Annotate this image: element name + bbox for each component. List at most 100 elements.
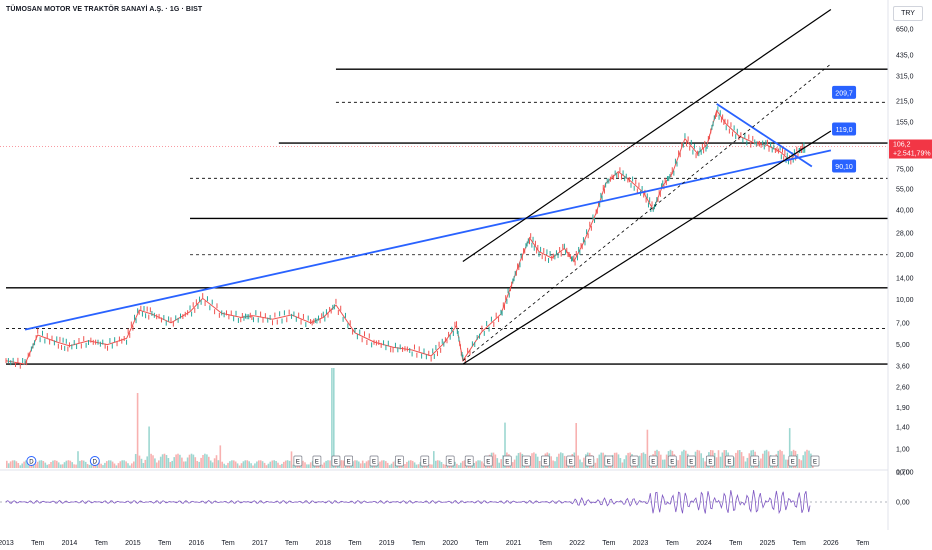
volume-bar [140,458,143,468]
earnings-marker[interactable] [725,455,734,467]
earnings-marker[interactable] [464,455,474,467]
earnings-marker[interactable] [585,455,595,467]
dividend-marker[interactable] [26,456,37,466]
earnings-marker[interactable] [667,455,677,467]
volume-bar [150,453,152,468]
volume-bar [388,465,391,468]
channel-line[interactable] [462,8,832,263]
volume-bar [554,461,556,468]
x-tick-label: Tem [856,540,869,547]
volume-bar [646,429,649,468]
price-series [5,106,806,369]
earnings-marker[interactable] [686,455,696,467]
volume-bar [517,453,520,468]
volume-bar [806,449,808,468]
earnings-marker[interactable] [395,455,404,467]
callout-box[interactable] [832,85,857,99]
volume-bar [258,460,260,468]
earnings-marker[interactable] [769,455,779,467]
volume-bar [261,461,264,468]
volume-bar [538,461,541,468]
volume-bar [138,455,141,468]
volume-bar [136,393,139,468]
y-tick-label: 5,00 [896,342,910,349]
earnings-marker[interactable] [629,455,639,467]
earnings-marker[interactable] [810,455,820,467]
earnings-marker[interactable] [705,455,715,467]
earnings-marker[interactable] [541,455,550,467]
volume-bar [86,464,89,468]
volume-bar [577,455,579,468]
volume-bar [252,465,254,468]
earnings-marker-glyph: E [397,460,401,466]
volume-bar [471,465,474,468]
earnings-marker-glyph: E [467,460,471,466]
earnings-marker[interactable] [788,455,798,467]
earnings-marker[interactable] [369,455,379,467]
volume-bar [515,455,518,468]
earnings-marker[interactable] [293,455,303,467]
volume-bar [513,459,516,468]
volume-bar [733,457,735,468]
horizontal-levels [6,68,888,365]
volume-bar [619,458,622,468]
volume-bar [215,455,218,468]
earnings-marker-glyph: E [753,460,757,466]
volume-bar [760,458,762,468]
earnings-marker[interactable] [331,455,341,467]
earnings-marker[interactable] [566,455,576,467]
volume-bar [685,450,687,468]
volume-bar [250,463,252,468]
volume-bar [642,452,645,468]
blue-trend-line[interactable] [24,149,832,331]
volume-bar [59,464,62,468]
volume-bar [531,453,533,468]
volume-bar [519,452,522,468]
x-tick-label: Tem [475,540,488,547]
earnings-marker[interactable] [420,455,430,467]
volume-bar [556,456,558,468]
volume-bar [504,422,506,468]
volume-bar [492,452,495,468]
blue-trend-line[interactable] [716,103,813,168]
y-tick-label: 155,0 [896,120,914,127]
channel-line[interactable] [462,130,832,365]
earnings-marker[interactable] [750,455,760,467]
volume-bar [281,463,283,468]
dividend-marker[interactable] [89,456,100,466]
earnings-marker[interactable] [648,455,658,467]
earnings-marker-glyph: E [813,460,817,466]
volume-bar [463,460,466,468]
volume-bar [277,462,279,468]
volume-bar [627,452,629,468]
earnings-marker[interactable] [521,455,531,467]
currency-selector[interactable]: TRY [893,6,923,21]
volume-bar [179,454,181,468]
earnings-marker-glyph: E [372,460,376,466]
volume-bar [602,452,604,468]
callout-box[interactable] [832,159,857,173]
callout-box[interactable] [832,122,857,136]
volume-bar [621,462,624,468]
earnings-marker[interactable] [312,455,322,467]
earnings-marker[interactable] [604,455,614,467]
y-tick-label: 2,60 [896,384,910,391]
volume-bar [440,462,443,468]
volume-bar [73,464,75,468]
volume-bar [342,460,345,468]
earnings-marker[interactable] [483,455,493,467]
volume-bar [533,452,535,468]
volume-bar [365,461,368,468]
earnings-marker[interactable] [344,455,353,467]
earnings-marker[interactable] [502,455,512,467]
volume-bar [69,460,72,468]
volume-bar [498,462,500,468]
volume-bar [290,451,293,468]
volume-bar [583,457,585,468]
volume-bar [762,453,764,468]
x-tick-label: 2023 [633,540,649,547]
channel-line[interactable] [462,63,832,361]
earnings-marker[interactable] [445,455,455,467]
